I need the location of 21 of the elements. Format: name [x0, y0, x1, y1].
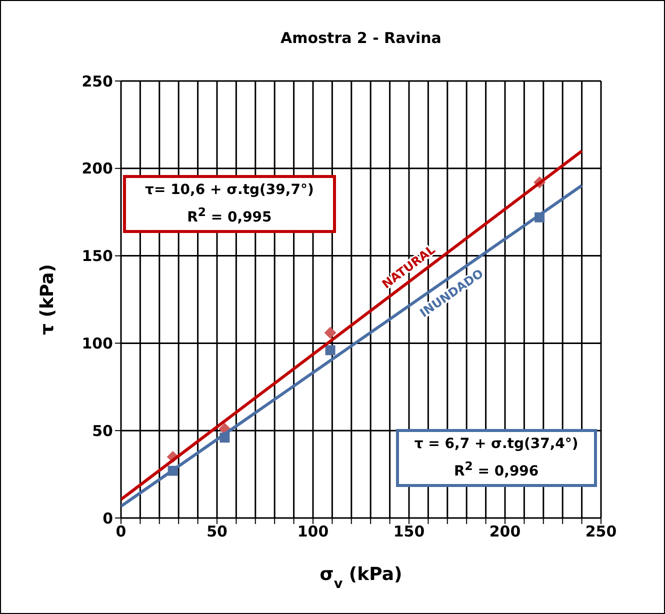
annotation: R$^{2}$ = 0,996: [453, 458, 540, 482]
x-tick-label: 200: [489, 522, 521, 541]
annotation: τ = 6,7 + σ.tg(37,4°): [413, 434, 580, 454]
point: [324, 326, 336, 339]
y-tick-label: 50: [92, 422, 113, 440]
x-tick-label: 150: [393, 522, 425, 541]
y-tick-label: 100: [82, 334, 113, 353]
x-tick-label: 0: [116, 522, 126, 541]
y-tick-label: 250: [82, 72, 113, 90]
y-tick-label: 0: [102, 509, 113, 528]
y-tick-label: 200: [82, 160, 113, 178]
annotation: τ= 10,6 + σ.tg(39,7°): [144, 181, 315, 200]
chart-title: Amostra 2 - Ravina: [280, 29, 442, 47]
x-tick-label: 50: [206, 522, 228, 541]
point: [325, 345, 336, 356]
x-tick-label: 100: [297, 522, 329, 541]
y-tick-label: 150: [82, 247, 113, 266]
y-axis-title: τ (kPa): [37, 264, 58, 336]
annotation: R$^{2}$ = 0,995: [186, 204, 273, 228]
x-tick-label: 250: [585, 522, 617, 541]
x-axis-title: σ$_{v}$ (kPa): [320, 564, 402, 592]
